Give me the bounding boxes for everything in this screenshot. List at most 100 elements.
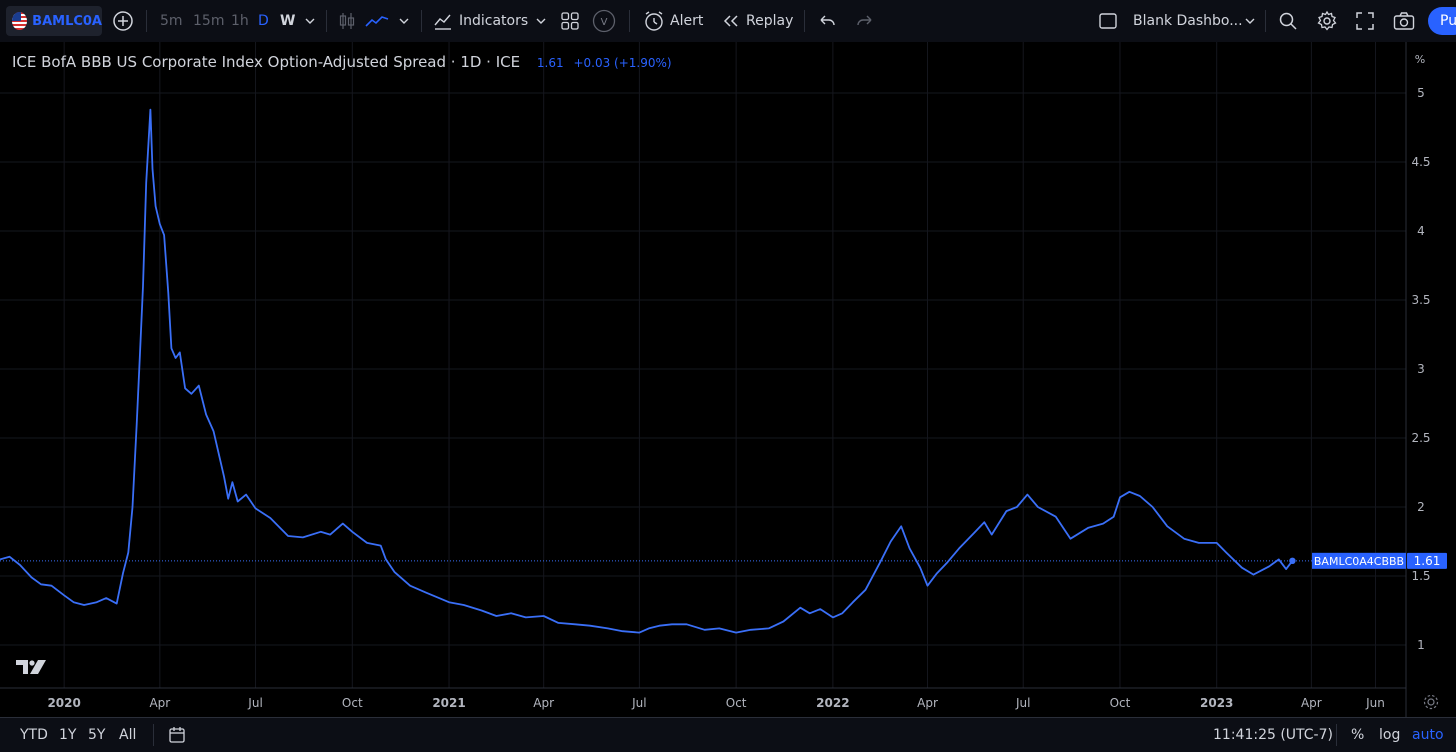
range-all[interactable]: All — [119, 727, 137, 743]
tradingview-logo — [16, 660, 46, 674]
replay-label: Replay — [746, 13, 794, 29]
chart-legend[interactable]: ICE BofA BBB US Corporate Index Option-A… — [12, 53, 672, 71]
range-5y[interactable]: 5Y — [88, 727, 106, 743]
search-icon — [1279, 12, 1297, 30]
toolbar-divider — [804, 10, 805, 32]
range-1y[interactable]: 1Y — [59, 727, 77, 743]
search-button[interactable] — [1278, 0, 1298, 42]
x-tick-label: Apr — [917, 696, 938, 710]
chart-style-dropdown[interactable] — [398, 0, 410, 42]
layout-button[interactable]: Blank Dashbo... — [1098, 0, 1243, 42]
us-flag-icon — [12, 12, 28, 30]
timeframe-dropdown[interactable] — [304, 0, 316, 42]
candles-button[interactable] — [338, 0, 356, 42]
settings-button[interactable] — [1316, 0, 1338, 42]
square-icon — [1099, 13, 1117, 29]
gear-icon — [1317, 10, 1337, 31]
bottom-divider — [1336, 724, 1337, 746]
x-tick-label: Apr — [1301, 696, 1322, 710]
timeframe-5m[interactable]: 5m — [160, 13, 183, 29]
x-tick-label: Jul — [247, 696, 262, 710]
line-chart-icon — [365, 16, 389, 27]
range-ytd[interactable]: YTD — [20, 727, 48, 743]
chevron-down-icon — [536, 18, 546, 24]
alert-button[interactable]: Alert — [643, 0, 703, 42]
time-axis-settings-icon[interactable] — [1423, 694, 1439, 710]
alert-label: Alert — [670, 13, 704, 29]
x-tick-label: 2023 — [1200, 696, 1233, 710]
x-tick-label: 2022 — [816, 696, 849, 710]
timeframe-15m[interactable]: 15m — [193, 13, 225, 29]
price-axis[interactable]: 5 4.5 4 3.5 3 2.5 2 1.5 1 — [1411, 86, 1430, 652]
series-name-label: BAMLC0A4CBBB — [1314, 555, 1404, 568]
y-tick-label: 3 — [1417, 362, 1425, 376]
toolbar-divider — [146, 10, 147, 32]
percent-scale-toggle[interactable]: % — [1351, 727, 1365, 743]
y-unit-label: % — [1415, 53, 1425, 66]
y-tick-label: 1.5 — [1411, 569, 1430, 583]
y-tick-label: 4 — [1417, 224, 1425, 238]
templates-button[interactable] — [561, 0, 579, 42]
snapshot-button[interactable] — [1393, 0, 1415, 42]
x-tick-label: Jul — [1015, 696, 1030, 710]
undo-button[interactable] — [818, 0, 836, 42]
log-scale-toggle[interactable]: log — [1379, 727, 1401, 743]
indicators-button[interactable]: Indicators — [433, 0, 528, 42]
indicators-icon — [434, 14, 451, 30]
chart-canvas[interactable]: 5 4.5 4 3.5 3 2.5 2 1.5 1 2020 Apr Jul Oct 2021 Apr Ju… — [0, 42, 1456, 717]
indicators-dropdown[interactable] — [535, 0, 547, 42]
chevron-down-icon — [305, 18, 315, 24]
last-value: 1.61 — [536, 56, 564, 70]
chart-style-button[interactable] — [365, 0, 389, 42]
x-tick-label: 2021 — [432, 696, 465, 710]
grid-lines — [0, 42, 1406, 688]
toolbar-divider — [629, 10, 630, 32]
fullscreen-button[interactable] — [1355, 0, 1375, 42]
v-badge-button[interactable]: V — [592, 0, 616, 42]
calendar-icon — [169, 727, 185, 743]
chevron-down-icon — [1245, 18, 1255, 24]
candlestick-icon — [339, 13, 355, 29]
publish-button[interactable]: Pu — [1428, 7, 1456, 35]
x-tick-label: Oct — [342, 696, 363, 710]
chart-background — [0, 42, 1456, 717]
indicators-label: Indicators — [459, 13, 529, 29]
compare-symbol-button[interactable] — [112, 0, 134, 42]
x-tick-label: Oct — [726, 696, 747, 710]
v-badge-text: V — [601, 17, 608, 28]
x-tick-label: Jul — [631, 696, 646, 710]
chart-title: ICE BofA BBB US Corporate Index Option-A… — [12, 53, 521, 71]
timeframe-w[interactable]: W — [280, 13, 296, 29]
bottom-divider — [153, 724, 154, 746]
x-tick-label: Apr — [149, 696, 170, 710]
undo-icon — [820, 15, 835, 26]
y-tick-label: 5 — [1417, 86, 1425, 100]
symbol-search-button[interactable]: BAMLC0A — [6, 6, 102, 36]
go-to-date-button[interactable] — [168, 718, 186, 752]
toolbar-divider — [421, 10, 422, 32]
x-tick-label: Apr — [533, 696, 554, 710]
timeframe-1h[interactable]: 1h — [231, 13, 249, 29]
y-tick-label: 2.5 — [1411, 431, 1430, 445]
redo-button[interactable] — [856, 0, 874, 42]
plus-circle-icon — [113, 11, 133, 31]
alarm-clock-icon — [645, 11, 663, 31]
v-badge-icon: V — [592, 9, 616, 33]
auto-scale-toggle[interactable]: auto — [1412, 727, 1444, 743]
last-price-label: 1.61 — [1414, 554, 1441, 568]
time-axis[interactable]: 2020 Apr Jul Oct 2021 Apr Jul Oct 2022 Apr Jul Oct 2… — [47, 696, 1384, 710]
timeframe-d[interactable]: D — [258, 13, 269, 29]
clock-timezone[interactable]: 11:41:25 (UTC-7) — [1213, 727, 1333, 743]
fullscreen-icon — [1356, 12, 1374, 30]
layout-label: Blank Dashbo... — [1133, 13, 1243, 29]
y-tick-label: 2 — [1417, 500, 1425, 514]
y-tick-label: 1 — [1417, 638, 1425, 652]
redo-icon — [857, 15, 872, 26]
replay-button[interactable]: Replay — [722, 0, 793, 42]
symbol-label: BAMLC0A — [32, 13, 102, 29]
layout-dropdown[interactable] — [1244, 0, 1256, 42]
camera-icon — [1393, 12, 1415, 30]
rewind-icon — [723, 15, 738, 27]
toolbar-divider — [326, 10, 327, 32]
y-tick-label: 4.5 — [1411, 155, 1430, 169]
